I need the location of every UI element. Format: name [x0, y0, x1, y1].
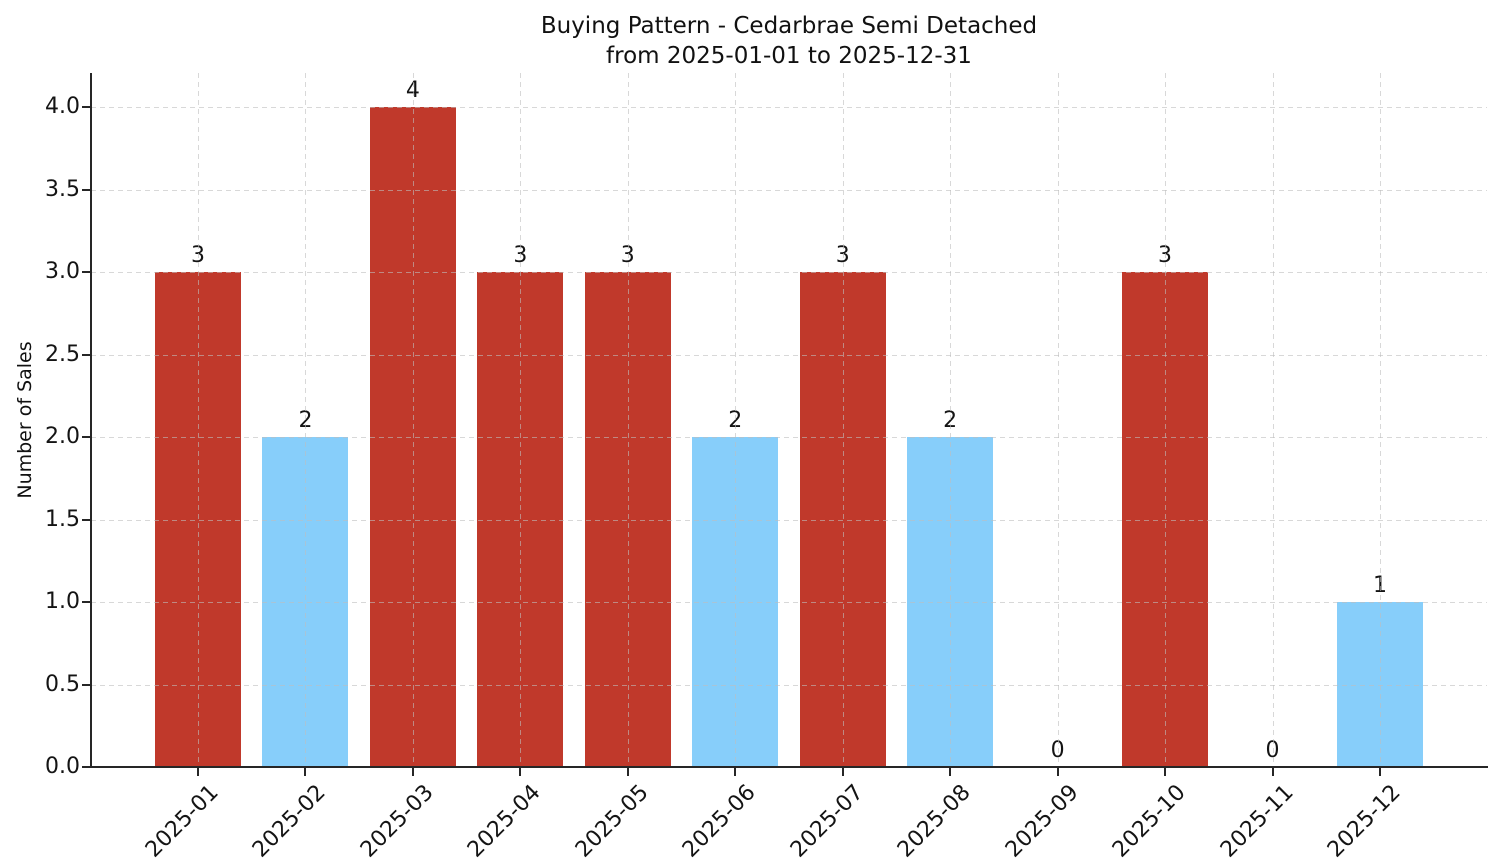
- v-gridline: [1273, 73, 1274, 767]
- y-tick-mark: [82, 354, 90, 356]
- x-tick-label: 2025-02: [248, 780, 331, 863]
- bar-value-label: 4: [370, 78, 456, 104]
- x-tick-mark: [1057, 768, 1059, 776]
- y-tick-mark: [82, 684, 90, 686]
- bar-value-label: 3: [585, 243, 671, 269]
- x-tick-label: 2025-08: [893, 780, 976, 863]
- x-tick-label: 2025-07: [786, 780, 869, 863]
- h-gridline: [91, 602, 1487, 603]
- y-tick-label: 2.0: [45, 424, 80, 449]
- y-tick-label: 3.5: [45, 177, 80, 202]
- x-tick-label: 2025-10: [1108, 780, 1191, 863]
- h-gridline: [91, 355, 1487, 356]
- bar-value-label: 0: [1015, 738, 1101, 764]
- y-tick-label: 3.0: [45, 259, 80, 284]
- y-tick-mark: [82, 436, 90, 438]
- x-tick-label: 2025-05: [571, 780, 654, 863]
- x-tick-mark: [1379, 768, 1381, 776]
- x-tick-label: 2025-11: [1216, 780, 1299, 863]
- chart-title-line2: from 2025-01-01 to 2025-12-31: [606, 43, 972, 69]
- x-tick-mark: [627, 768, 629, 776]
- v-gridline: [305, 73, 306, 767]
- y-tick-mark: [82, 106, 90, 108]
- h-gridline: [91, 685, 1487, 686]
- y-tick-label: 0.5: [45, 672, 80, 697]
- bar: [1336, 602, 1423, 767]
- h-gridline: [91, 190, 1487, 191]
- h-gridline: [91, 437, 1487, 438]
- y-tick-label: 4.0: [45, 94, 80, 119]
- bar: [799, 272, 886, 767]
- h-gridline: [91, 272, 1487, 273]
- v-gridline: [843, 73, 844, 767]
- chart-title-line1: Buying Pattern - Cedarbrae Semi Detached: [540, 13, 1038, 39]
- v-gridline: [950, 73, 951, 767]
- y-tick-mark: [82, 519, 90, 521]
- x-tick-mark: [519, 768, 521, 776]
- x-tick-mark: [734, 768, 736, 776]
- x-tick-mark: [842, 768, 844, 776]
- bar-value-label: 3: [800, 243, 886, 269]
- v-gridline: [413, 73, 414, 767]
- x-axis-line: [90, 766, 1488, 768]
- v-gridline: [1380, 73, 1381, 767]
- x-tick-mark: [949, 768, 951, 776]
- v-gridline: [628, 73, 629, 767]
- y-axis-line: [90, 73, 92, 768]
- x-tick-mark: [197, 768, 199, 776]
- x-tick-label: 2025-01: [141, 780, 224, 863]
- y-tick-mark: [82, 601, 90, 603]
- y-tick-label: 1.5: [45, 507, 80, 532]
- bar: [584, 272, 671, 767]
- x-tick-label: 2025-09: [1001, 780, 1084, 863]
- bar-value-label: 0: [1230, 738, 1316, 764]
- y-tick-mark: [82, 189, 90, 191]
- y-tick-mark: [82, 766, 90, 768]
- v-gridline: [735, 73, 736, 767]
- x-tick-label: 2025-03: [356, 780, 439, 863]
- v-gridline: [1058, 73, 1059, 767]
- y-tick-label: 2.5: [45, 342, 80, 367]
- y-tick-mark: [82, 271, 90, 273]
- v-gridline: [198, 73, 199, 767]
- x-tick-mark: [412, 768, 414, 776]
- chart-title: Buying Pattern - Cedarbrae Semi Detached…: [91, 11, 1487, 71]
- x-tick-mark: [304, 768, 306, 776]
- bar-value-label: 1: [1337, 573, 1423, 599]
- x-tick-mark: [1272, 768, 1274, 776]
- x-tick-label: 2025-12: [1323, 780, 1406, 863]
- x-tick-label: 2025-04: [463, 780, 546, 863]
- x-tick-mark: [1164, 768, 1166, 776]
- y-tick-label: 1.0: [45, 589, 80, 614]
- h-gridline: [91, 107, 1487, 108]
- y-tick-label: 0.0: [45, 754, 80, 779]
- x-tick-label: 2025-06: [678, 780, 761, 863]
- h-gridline: [91, 520, 1487, 521]
- v-gridline: [520, 73, 521, 767]
- v-gridline: [1165, 73, 1166, 767]
